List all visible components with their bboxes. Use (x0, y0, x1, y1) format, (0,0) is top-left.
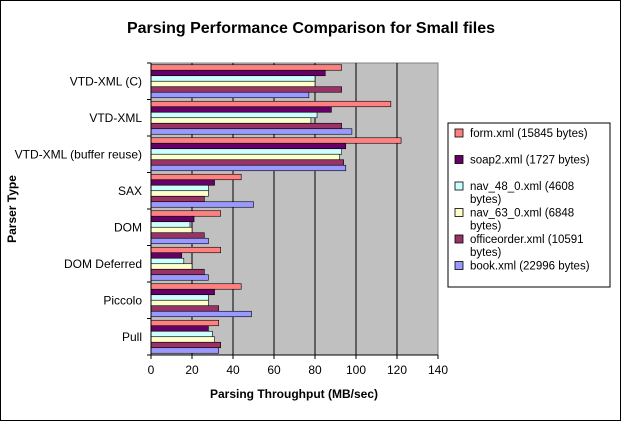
bar (150, 100, 392, 108)
bar (150, 232, 205, 239)
bar (150, 299, 209, 307)
y-tick-label: VTD-XML (buffer reuse) (15, 147, 142, 161)
bar (150, 210, 221, 217)
legend-swatch (454, 128, 464, 138)
x-tick-label: 140 (428, 363, 448, 377)
x-tick-label: 20 (185, 363, 199, 377)
legend-label: soap2.xml (1727 bytes) (470, 155, 590, 167)
y-tick-label: DOM Deferred (64, 257, 142, 271)
x-tick-label: 60 (267, 363, 281, 377)
legend-label: book.xml (22996 bytes) (470, 261, 590, 273)
y-tick-label: VTD-XML (C) (70, 74, 142, 88)
bar (150, 257, 185, 265)
bar (150, 75, 316, 82)
bar (150, 148, 342, 155)
bar (150, 201, 254, 208)
bar (150, 190, 209, 197)
legend-box (447, 122, 611, 288)
legend-label: nav_48_0.xml (4608 bytes) (470, 181, 574, 206)
y-tick-label: DOM (114, 220, 142, 234)
y-tick-label: VTD-XML (89, 111, 142, 125)
legend-swatch (454, 234, 464, 244)
bar (150, 305, 219, 312)
chart-title: Parsing Performance Comparison for Small… (127, 20, 495, 37)
bar (150, 325, 209, 332)
x-tick-label: 100 (346, 363, 366, 377)
bar (150, 246, 221, 254)
bar (150, 274, 209, 281)
bar (150, 252, 183, 259)
bar (150, 330, 213, 338)
bar (150, 319, 219, 327)
bar (150, 268, 205, 276)
bar (150, 347, 219, 354)
bar (150, 142, 347, 150)
x-tick-label: 40 (226, 363, 240, 377)
bar (150, 111, 318, 119)
bar (150, 179, 215, 186)
bar (150, 173, 242, 181)
legend-swatch (454, 208, 464, 217)
legend-label: officeorder.xml (10591 bytes) (470, 234, 584, 259)
bar (150, 336, 215, 343)
bar (150, 263, 193, 270)
bar (150, 288, 215, 296)
bar (150, 128, 353, 135)
y-tick-label: Pull (122, 330, 142, 344)
legend-swatch (454, 261, 464, 270)
legend-swatch (454, 155, 464, 164)
x-tick-label: 120 (387, 363, 407, 377)
bar (150, 86, 342, 93)
axes (147, 62, 439, 359)
y-tick-label: Piccolo (103, 293, 142, 307)
legend-items: form.xml (15845 bytes) soap2.xml (1727 by… (454, 128, 590, 273)
bar (150, 215, 195, 223)
bar (150, 221, 191, 228)
bar (150, 294, 209, 301)
bar (150, 164, 347, 172)
legend-swatch (454, 181, 464, 191)
x-tick-labels: 0 20 40 60 80 100 120 140 (148, 363, 449, 377)
legend: form.xml (15845 bytes) soap2.xml (1727 by… (447, 122, 611, 288)
y-tick-labels: VTD-XML (C) VTD-XML VTD-XML (buffer reuse)… (15, 74, 143, 344)
bar (150, 64, 342, 71)
bar (150, 310, 252, 318)
legend-label: nav_63_0.xml (6848 bytes) (470, 208, 574, 233)
bar (150, 117, 312, 124)
bar (150, 184, 209, 192)
y-axis-title: Parser Type (5, 175, 19, 243)
bar (150, 237, 209, 245)
bar (150, 122, 342, 130)
bar (150, 69, 326, 77)
bar (150, 106, 332, 113)
bar (150, 153, 340, 161)
bar (150, 226, 193, 234)
x-tick-label: 0 (148, 363, 155, 377)
bar (150, 137, 402, 144)
y-tick-label: SAX (118, 184, 142, 198)
legend-label: form.xml (15845 bytes) (470, 128, 588, 140)
bar (150, 341, 221, 349)
bar (150, 159, 344, 166)
x-axis-title: Parsing Throughput (MB/sec) (210, 387, 378, 401)
x-tick-label: 80 (308, 363, 322, 377)
bar (150, 80, 316, 88)
bar (150, 283, 242, 290)
bar (150, 91, 310, 99)
bar (150, 195, 205, 203)
